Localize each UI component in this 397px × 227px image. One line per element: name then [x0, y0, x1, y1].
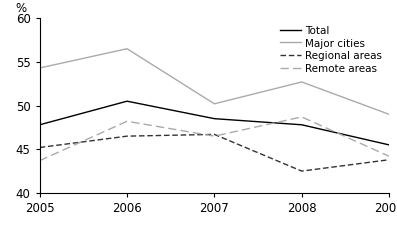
Major cities [125, 47, 129, 50]
Regional areas [299, 170, 304, 173]
Line: Total: Total [40, 101, 389, 145]
Remote areas [212, 135, 217, 138]
Total [212, 117, 217, 120]
Regional areas [125, 135, 129, 138]
Line: Remote areas: Remote areas [40, 117, 389, 161]
Legend: Total, Major cities, Regional areas, Remote areas: Total, Major cities, Regional areas, Rem… [278, 23, 384, 76]
Major cities [299, 81, 304, 83]
Regional areas [387, 158, 391, 161]
Total [299, 123, 304, 126]
Regional areas [37, 146, 42, 149]
Remote areas [299, 116, 304, 118]
Total [125, 100, 129, 103]
Line: Major cities: Major cities [40, 49, 389, 114]
Line: Regional areas: Regional areas [40, 134, 389, 171]
Total [387, 143, 391, 146]
Total [37, 123, 42, 126]
Major cities [387, 113, 391, 116]
Major cities [212, 102, 217, 105]
Remote areas [37, 159, 42, 162]
Major cities [37, 67, 42, 69]
Text: %: % [15, 2, 26, 15]
Remote areas [125, 120, 129, 123]
Regional areas [212, 133, 217, 136]
Remote areas [387, 155, 391, 158]
